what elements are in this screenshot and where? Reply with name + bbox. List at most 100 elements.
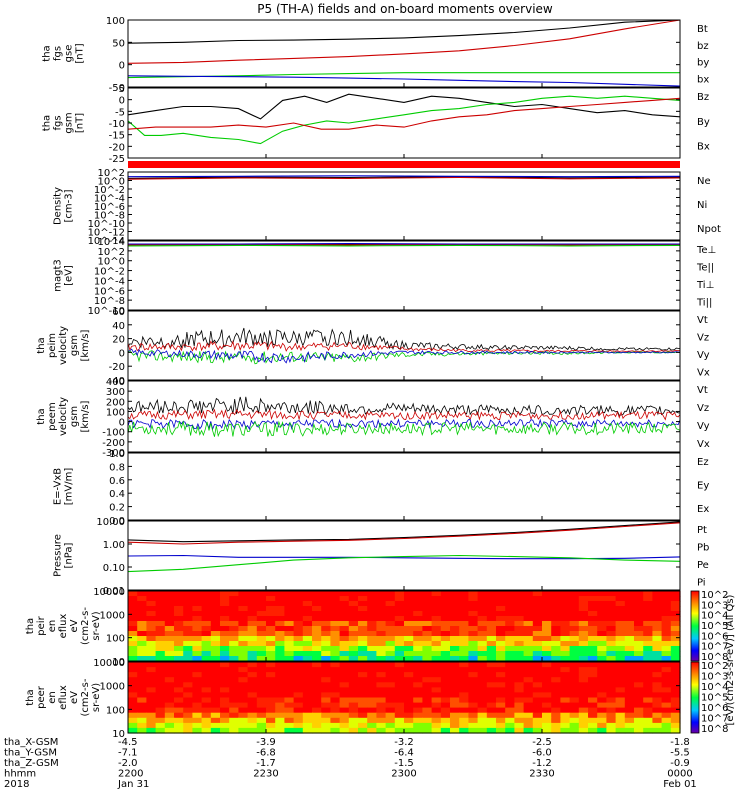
spectrogram-cell	[128, 626, 138, 632]
spectrogram-cell	[155, 727, 166, 734]
spectrogram-cell	[256, 596, 267, 602]
spectrogram-cell	[220, 687, 230, 694]
spectrogram-cell	[652, 662, 663, 668]
spectrogram-cell	[330, 656, 341, 662]
spectrogram-cell	[348, 662, 359, 668]
spectrogram-cell	[284, 636, 295, 642]
spectrogram-cell	[404, 692, 414, 699]
spectrogram-cell	[302, 677, 313, 683]
spectrogram-cell	[275, 601, 285, 607]
spectrogram-cell	[588, 702, 598, 709]
x-axis-value: -2.5	[532, 737, 552, 748]
spectrogram-cell	[376, 697, 387, 704]
spectrogram-cell	[201, 717, 212, 724]
spectrogram-cell	[514, 662, 525, 668]
spectrogram-cell	[615, 631, 626, 637]
spectrogram-cell	[128, 606, 138, 612]
spectrogram-cell	[404, 611, 414, 617]
spectrogram-cell	[128, 692, 138, 699]
spectrogram-cell	[394, 631, 405, 637]
spectrogram-cell	[266, 591, 276, 597]
spectrogram-cell	[578, 722, 589, 729]
spectrogram-cell	[321, 682, 331, 688]
spectrogram-cell	[468, 692, 479, 699]
spectrogram-cell	[569, 682, 580, 688]
spectrogram-cell	[183, 707, 193, 714]
spectrogram-cell	[422, 621, 433, 627]
spectrogram-cell	[404, 727, 414, 734]
spectrogram-cell	[459, 727, 469, 734]
spectrogram-cell	[367, 596, 377, 602]
spectrogram-cell	[174, 667, 184, 673]
spectrogram-cell	[321, 611, 331, 617]
spectrogram-cell	[606, 641, 617, 647]
spectrogram-cell	[422, 651, 433, 657]
colorbar-tick: 10^5	[701, 693, 728, 704]
spectrogram-cell	[312, 591, 322, 597]
spectrogram-cell	[293, 646, 304, 652]
y-tick-label: 0	[119, 418, 125, 429]
spectrogram-cell	[615, 591, 626, 597]
spectrogram-cell	[293, 591, 304, 597]
spectrogram-cell	[385, 687, 396, 694]
spectrogram-cell	[394, 611, 405, 617]
spectrogram-cell	[440, 662, 451, 668]
spectrogram-cell	[155, 697, 166, 704]
spectrogram-cell	[634, 702, 644, 709]
spectrogram-cell	[597, 641, 607, 647]
x-axis-value: -0.9	[670, 758, 690, 769]
spectrogram-cell	[661, 656, 672, 662]
spectrogram-cell	[266, 636, 276, 642]
spectrogram-cell	[164, 707, 175, 714]
spectrogram-cell	[459, 692, 469, 699]
spectrogram-cell	[514, 641, 525, 647]
spectrogram-cell	[128, 717, 138, 724]
spectrogram-cell	[422, 707, 433, 714]
spectrogram-cell	[174, 626, 184, 632]
series-line-vt	[127, 327, 681, 351]
spectrogram-cell	[394, 667, 405, 673]
y-axis-label: gsm	[64, 112, 75, 133]
spectrogram-cell	[229, 646, 239, 652]
spectrogram-cell	[312, 646, 322, 652]
spectrogram-cell	[560, 646, 571, 652]
spectrogram-cell	[468, 601, 479, 607]
spectrogram-cell	[238, 682, 249, 688]
spectrogram-cell	[155, 687, 166, 694]
spectrogram-cell	[321, 601, 331, 607]
spectrogram-cell	[164, 717, 175, 724]
spectrogram-cell	[505, 727, 515, 734]
spectrogram-cell	[468, 722, 479, 729]
x-axis-value: -3.9	[256, 737, 276, 748]
spectrogram-cell	[652, 606, 663, 612]
spectrogram-cell	[661, 692, 672, 699]
spectrogram-cell	[155, 611, 166, 617]
spectrogram-cell	[624, 656, 635, 662]
legend-item: Ey	[697, 481, 709, 492]
spectrogram-cell	[321, 591, 331, 597]
y-axis-label: tha	[42, 45, 53, 61]
spectrogram-cell	[201, 672, 212, 678]
spectrogram-cell	[652, 616, 663, 622]
spectrogram-cell	[569, 651, 580, 657]
spectrogram-cell	[661, 717, 672, 724]
spectrogram-cell	[238, 672, 249, 678]
y-tick-label: 10^-8	[94, 211, 125, 222]
legend-item: bx	[697, 75, 709, 86]
spectrogram-cell	[496, 636, 506, 642]
spectrogram-cell	[588, 727, 598, 734]
spectrogram-cell	[339, 611, 350, 617]
series-line-ni	[127, 176, 681, 179]
spectrogram-cell	[422, 616, 433, 622]
spectrogram-cell	[578, 727, 589, 734]
spectrogram-cell	[247, 682, 258, 688]
spectrogram-cell	[394, 641, 405, 647]
spectrogram-cell	[624, 616, 635, 622]
spectrogram-cell	[137, 707, 147, 714]
spectrogram-cell	[247, 631, 258, 637]
spectrogram-cell	[164, 702, 175, 709]
spectrogram-cell	[220, 677, 230, 683]
spectrogram-cell	[376, 687, 387, 694]
spectrogram-cell	[229, 682, 239, 688]
spectrogram-cell	[155, 692, 166, 699]
